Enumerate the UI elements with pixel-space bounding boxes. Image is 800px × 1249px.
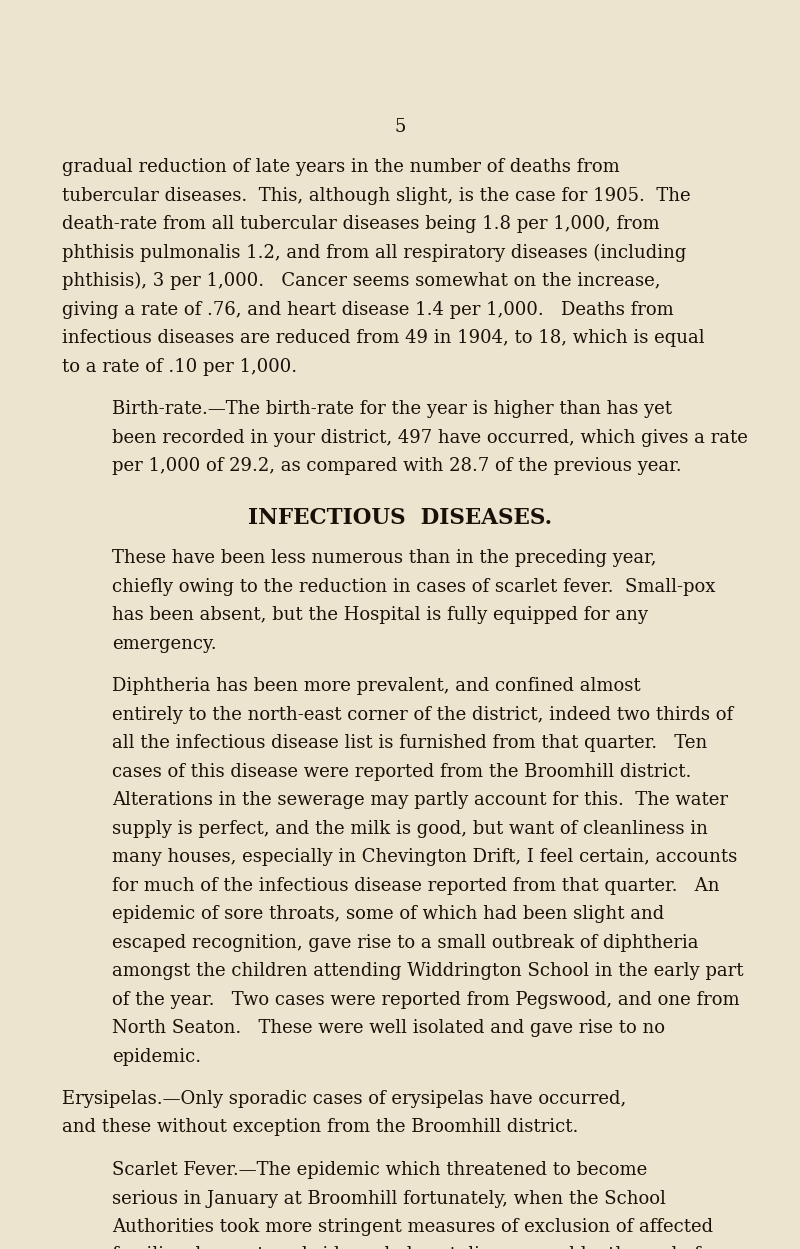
Text: Diphtheria has been more prevalent, and confined almost: Diphtheria has been more prevalent, and … bbox=[112, 677, 641, 694]
Text: epidemic of sore throats, some of which had been slight and: epidemic of sore throats, some of which … bbox=[112, 906, 664, 923]
Text: to a rate of .10 per 1,000.: to a rate of .10 per 1,000. bbox=[62, 357, 297, 376]
Text: families, began to subside and almost disappeared by the end of: families, began to subside and almost di… bbox=[112, 1247, 701, 1249]
Text: These have been less numerous than in the preceding year,: These have been less numerous than in th… bbox=[112, 550, 657, 567]
Text: and these without exception from the Broomhill district.: and these without exception from the Bro… bbox=[62, 1119, 578, 1137]
Text: per 1,000 of 29.2, as compared with 28.7 of the previous year.: per 1,000 of 29.2, as compared with 28.7… bbox=[112, 457, 682, 475]
Text: amongst the children attending Widdrington School in the early part: amongst the children attending Widdringt… bbox=[112, 962, 743, 980]
Text: phthisis pulmonalis 1.2, and from all respiratory diseases (including: phthisis pulmonalis 1.2, and from all re… bbox=[62, 244, 686, 262]
Text: supply is perfect, and the milk is good, but want of cleanliness in: supply is perfect, and the milk is good,… bbox=[112, 819, 708, 838]
Text: Erysipelas.—Only sporadic cases of erysipelas have occurred,: Erysipelas.—Only sporadic cases of erysi… bbox=[62, 1090, 626, 1108]
Text: Alterations in the sewerage may partly account for this.  The water: Alterations in the sewerage may partly a… bbox=[112, 791, 728, 809]
Text: 5: 5 bbox=[394, 117, 406, 136]
Text: gradual reduction of late years in the number of deaths from: gradual reduction of late years in the n… bbox=[62, 159, 620, 176]
Text: Authorities took more stringent measures of exclusion of affected: Authorities took more stringent measures… bbox=[112, 1218, 713, 1237]
Text: epidemic.: epidemic. bbox=[112, 1048, 201, 1065]
Text: entirely to the north-east corner of the district, indeed two thirds of: entirely to the north-east corner of the… bbox=[112, 706, 733, 723]
Text: emergency.: emergency. bbox=[112, 634, 217, 652]
Text: escaped recognition, gave rise to a small outbreak of diphtheria: escaped recognition, gave rise to a smal… bbox=[112, 933, 698, 952]
Text: for much of the infectious disease reported from that quarter.   An: for much of the infectious disease repor… bbox=[112, 877, 719, 894]
Text: chiefly owing to the reduction in cases of scarlet fever.  Small-pox: chiefly owing to the reduction in cases … bbox=[112, 577, 715, 596]
Text: phthisis), 3 per 1,000.   Cancer seems somewhat on the increase,: phthisis), 3 per 1,000. Cancer seems som… bbox=[62, 272, 661, 290]
Text: been recorded in your district, 497 have occurred, which gives a rate: been recorded in your district, 497 have… bbox=[112, 428, 748, 446]
Text: INFECTIOUS  DISEASES.: INFECTIOUS DISEASES. bbox=[248, 507, 552, 528]
Text: many houses, especially in Chevington Drift, I feel certain, accounts: many houses, especially in Chevington Dr… bbox=[112, 848, 738, 866]
Text: serious in January at Broomhill fortunately, when the School: serious in January at Broomhill fortunat… bbox=[112, 1189, 666, 1208]
Text: cases of this disease were reported from the Broomhill district.: cases of this disease were reported from… bbox=[112, 762, 691, 781]
Text: Scarlet Fever.—The epidemic which threatened to become: Scarlet Fever.—The epidemic which threat… bbox=[112, 1162, 647, 1179]
Text: tubercular diseases.  This, although slight, is the case for 1905.  The: tubercular diseases. This, although slig… bbox=[62, 186, 690, 205]
Text: all the infectious disease list is furnished from that quarter.   Ten: all the infectious disease list is furni… bbox=[112, 734, 707, 752]
Text: giving a rate of .76, and heart disease 1.4 per 1,000.   Deaths from: giving a rate of .76, and heart disease … bbox=[62, 301, 674, 318]
Text: death-rate from all tubercular diseases being 1.8 per 1,000, from: death-rate from all tubercular diseases … bbox=[62, 215, 660, 234]
Text: North Seaton.   These were well isolated and gave rise to no: North Seaton. These were well isolated a… bbox=[112, 1019, 665, 1037]
Text: infectious diseases are reduced from 49 in 1904, to 18, which is equal: infectious diseases are reduced from 49 … bbox=[62, 328, 705, 347]
Text: Birth-rate.—The birth-rate for the year is higher than has yet: Birth-rate.—The birth-rate for the year … bbox=[112, 400, 672, 418]
Text: has been absent, but the Hospital is fully equipped for any: has been absent, but the Hospital is ful… bbox=[112, 606, 648, 624]
Text: of the year.   Two cases were reported from Pegswood, and one from: of the year. Two cases were reported fro… bbox=[112, 990, 740, 1008]
